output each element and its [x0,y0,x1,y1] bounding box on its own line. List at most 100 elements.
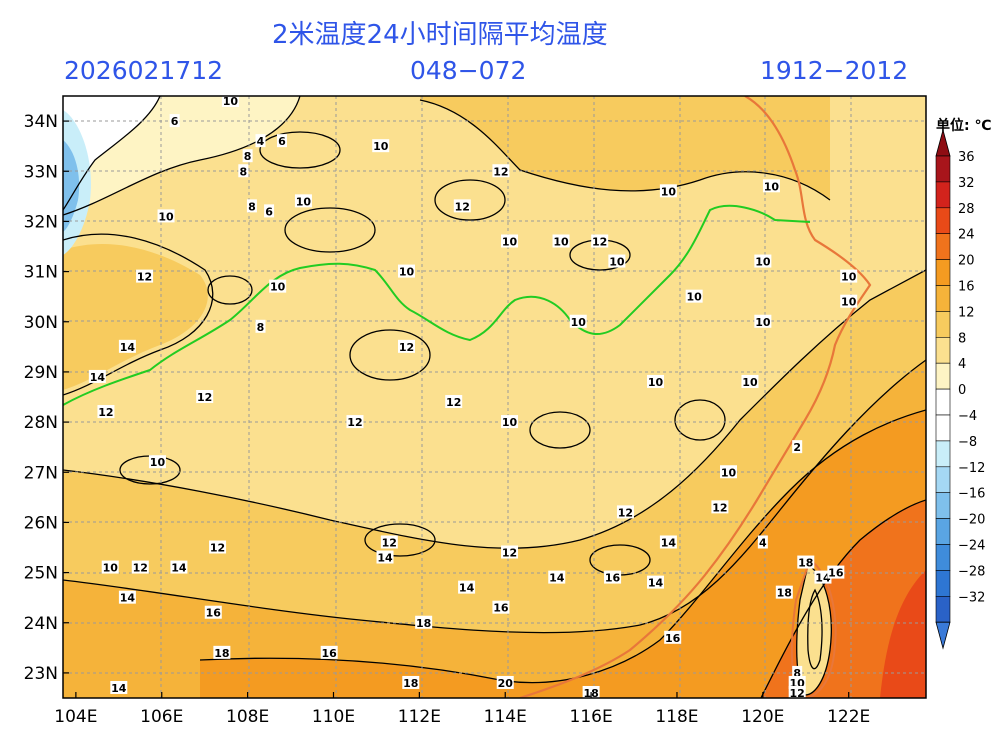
colorbar-swatch [935,285,951,312]
contour-label: 12 [347,416,362,429]
lat-tick-label: 28N [24,413,58,433]
contour-label-bg [88,369,106,383]
init-date: 2026021712 [64,56,224,85]
contour-label: 10 [686,291,702,304]
contour-label: 10 [661,185,677,198]
colorbar-label: 20 [958,254,975,269]
contour-label-bg [552,234,570,248]
contour-label-bg [608,254,626,268]
colorbar-swatch [935,595,951,623]
band-colder-nw [63,140,80,232]
contour-label: 10 [150,456,166,469]
colorbar-label: −16 [958,487,985,502]
contour-label-bg [380,535,398,549]
contour-label-bg [294,194,312,208]
colorbar-swatch [935,233,951,260]
contour-label: 4 [257,135,265,148]
contour-label: 18 [416,617,431,630]
contour-label-bg [242,149,253,163]
colorbar-swatch [935,544,951,571]
contour-label: 10 [742,376,758,389]
contour-label: 18 [798,557,813,570]
lon-tick-label: 114E [484,707,527,727]
colorbar-label: 8 [958,331,966,346]
contour-label-bg [685,289,703,303]
contour-label-bg [827,565,845,579]
lat-tick-label: 32N [24,212,58,232]
contour-label-bg [136,269,154,283]
valid-period: 1912−2012 [760,56,909,85]
contour-label-bg [213,645,231,659]
contour-label-bg [445,395,463,409]
contour-label: 12 [399,341,414,354]
contour-label: 12 [618,506,633,519]
contour-label-bg [496,675,514,689]
colorbar-label: 28 [958,202,975,217]
contour-label-bg [221,94,239,108]
contour-label-bg [397,264,415,278]
contour-label-bg [492,600,510,614]
contour-label: 8 [244,150,252,163]
contour-label-bg [788,685,806,699]
contour-label-bg [415,615,433,629]
gridlines [63,96,926,698]
contour-label-bg [659,535,677,549]
colorbar-label: −32 [958,590,985,605]
contour-label: 12 [98,406,113,419]
contour-label: 10 [502,416,518,429]
contour-label: 10 [373,140,389,153]
colorbar-swatch [935,362,951,390]
contour-label-bg [664,630,682,644]
contour-label: 16 [493,602,509,615]
contour-label-bg [196,390,214,403]
contour-label: 12 [133,562,148,575]
lat-tick-label: 31N [24,263,58,283]
lon-tick-label: 122E [827,707,870,727]
contour-label: 10 [553,235,569,248]
colorbar: 单位: ℃ 36 32 28 24 20 16 12 8 4 0 −4 −8 −12 −16 −20 −24 −2… [935,117,991,650]
colorbar-label: 24 [958,228,975,243]
contour-label: 10 [841,271,857,284]
map-frame [62,95,927,699]
contour-label: 14 [111,682,127,695]
contour-label: 8 [257,321,265,334]
contour-label-bg [501,415,519,429]
contour-label-bg [169,114,180,128]
contour-label-bg [501,234,519,248]
contour-label-bg [754,314,772,328]
contour-label-bg [741,374,759,388]
contour-label: 8 [248,200,256,213]
lon-tick-label: 118E [655,707,698,727]
taiwan-cold [796,565,832,695]
taiwan-coast [790,558,837,698]
colorbar-label: −20 [958,513,985,528]
chart-title: 2米温度24小时间隔平均温度 [272,20,608,50]
contour-label-bg [788,675,806,689]
contour-label: 16 [206,607,222,620]
colorbar-label: 36 [958,150,975,165]
contour-label: 10 [648,376,664,389]
contour-label-bg [458,580,476,594]
contour-label-bg [110,680,128,694]
contour-lines [63,96,926,698]
coastline [519,96,872,698]
contour-label: 20 [498,677,514,690]
colorbar-swatch [935,518,951,545]
contour-label-bg [118,339,136,353]
contour-label-bg [647,374,665,388]
colorbar-label: 32 [958,176,975,191]
contour-label-bg [157,209,175,223]
contour-label: 6 [171,115,179,128]
contour-label-bg [255,319,266,333]
contour-label-bg [762,179,780,193]
contour-label-bg [320,645,338,659]
contour-label-bg [814,570,832,584]
contour-label-bg [276,134,287,148]
contour-label-bg [204,605,222,619]
band-12-west [63,244,208,390]
colorbar-bottom-arrow [935,621,951,650]
lat-tick-label: 33N [24,162,58,182]
contour-label: 12 [197,391,212,404]
contour-label-bg [501,545,519,559]
